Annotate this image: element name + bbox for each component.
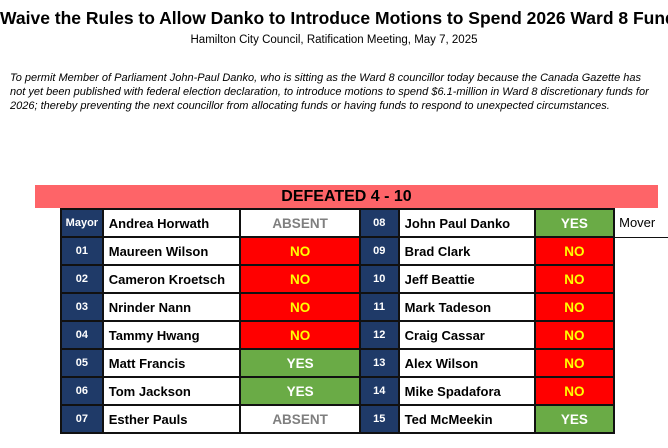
vote-cell: YES: [533, 404, 616, 434]
vote-cell: YES: [533, 208, 616, 238]
vote-row: 01 Maureen Wilson NO 09 Brad Clark NO: [60, 236, 668, 266]
vote-cell: YES: [239, 376, 361, 406]
vote-cell: NO: [533, 264, 616, 294]
mover-note: Mover: [614, 209, 668, 238]
ward-number-cell: 12: [358, 320, 400, 350]
vote-row: 06 Tom Jackson YES 14 Mike Spadafora NO: [60, 376, 668, 406]
page-title: Waive the Rules to Allow Danko to Introd…: [0, 8, 668, 28]
empty-note-cell: [614, 321, 668, 349]
ward-number-cell: 11: [358, 292, 400, 322]
motion-description: To permit Member of Parliament John-Paul…: [10, 72, 649, 112]
empty-note-cell: [614, 293, 668, 321]
vote-cell: NO: [533, 292, 616, 322]
vote-cell: NO: [239, 264, 361, 294]
councillor-name-cell: Craig Cassar: [397, 320, 536, 350]
councillor-name-cell: Jeff Beattie: [397, 264, 536, 294]
ward-number-cell: 06: [60, 376, 104, 406]
empty-note-cell: [614, 237, 668, 265]
councillor-name-cell: Alex Wilson: [397, 348, 536, 378]
vote-cell: NO: [533, 320, 616, 350]
vote-table-body: Mayor Andrea Horwath ABSENT 08 John Paul Dan…: [60, 208, 668, 434]
ward-number-cell: 01: [60, 236, 104, 266]
empty-note-cell: [614, 405, 668, 433]
vote-cell: NO: [239, 292, 361, 322]
councillor-name-cell: Ted McMeekin: [397, 404, 536, 434]
councillor-name-cell: Maureen Wilson: [101, 236, 242, 266]
councillor-name-cell: Mark Tadeson: [397, 292, 536, 322]
vote-cell: ABSENT: [239, 404, 361, 434]
ward-number-cell: 07: [60, 404, 104, 434]
councillor-name-cell: Andrea Horwath: [101, 208, 242, 238]
councillor-name-cell: Nrinder Nann: [101, 292, 242, 322]
ward-number-cell: 05: [60, 348, 104, 378]
ward-number-cell: 14: [358, 376, 400, 406]
councillor-name-cell: Esther Pauls: [101, 404, 242, 434]
councillor-name-cell: Mike Spadafora: [397, 376, 536, 406]
empty-note-cell: [614, 349, 668, 377]
vote-cell: NO: [239, 236, 361, 266]
vote-row: 05 Matt Francis YES 13 Alex Wilson NO: [60, 348, 668, 378]
vote-row: 02 Cameron Kroetsch NO 10 Jeff Beattie NO: [60, 264, 668, 294]
councillor-name-cell: Brad Clark: [397, 236, 536, 266]
councillor-name-cell: Tom Jackson: [101, 376, 242, 406]
councillor-name-cell: Tammy Hwang: [101, 320, 242, 350]
empty-note-cell: [614, 377, 668, 405]
ward-number-cell: 10: [358, 264, 400, 294]
ward-number-cell: 03: [60, 292, 104, 322]
vote-cell: NO: [533, 348, 616, 378]
vote-row: 04 Tammy Hwang NO 12 Craig Cassar NO: [60, 320, 668, 350]
ward-number-cell: 04: [60, 320, 104, 350]
vote-cell: NO: [533, 376, 616, 406]
councillor-name-cell: Matt Francis: [101, 348, 242, 378]
vote-row: 07 Esther Pauls ABSENT 15 Ted McMeekin YES: [60, 404, 668, 434]
vote-row: 03 Nrinder Nann NO 11 Mark Tadeson NO: [60, 292, 668, 322]
councillor-name-cell: Cameron Kroetsch: [101, 264, 242, 294]
vote-cell: YES: [239, 348, 361, 378]
ward-number-cell: Mayor: [60, 208, 104, 238]
ward-number-cell: 09: [358, 236, 400, 266]
vote-cell: NO: [239, 320, 361, 350]
ward-number-cell: 08: [358, 208, 400, 238]
vote-row: Mayor Andrea Horwath ABSENT 08 John Paul Dan…: [60, 208, 668, 238]
vote-cell: ABSENT: [239, 208, 361, 238]
empty-note-cell: [614, 265, 668, 293]
result-banner: DEFEATED 4 - 10: [35, 185, 658, 208]
vote-table: Mayor Andrea Horwath ABSENT 08 John Paul Dan…: [60, 208, 668, 434]
ward-number-cell: 15: [358, 404, 400, 434]
councillor-name-cell: John Paul Danko: [397, 208, 536, 238]
meeting-subtitle: Hamilton City Council, Ratification Meet…: [190, 34, 478, 46]
ward-number-cell: 02: [60, 264, 104, 294]
ward-number-cell: 13: [358, 348, 400, 378]
vote-cell: NO: [533, 236, 616, 266]
